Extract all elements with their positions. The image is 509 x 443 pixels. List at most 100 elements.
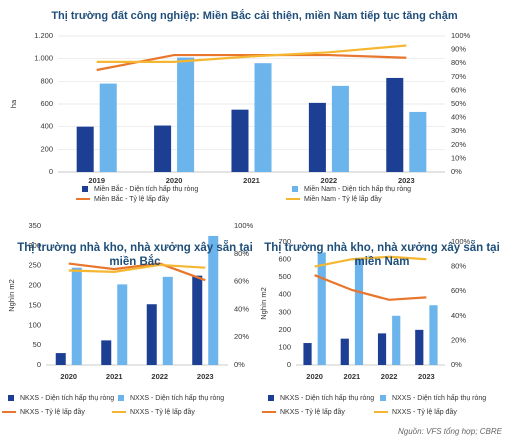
bar <box>117 284 128 365</box>
legend-label: NKXS - Diện tích hấp thụ ròng <box>20 393 114 402</box>
legend-label: NXXS - Diện tích hấp thụ ròng <box>130 393 224 402</box>
y-tick-label: 0 <box>287 360 291 369</box>
x-tick-label: 2021 <box>106 372 123 381</box>
y-axis-title: Nghìn m2 <box>259 287 268 320</box>
y2-tick-label: 60% <box>451 286 466 295</box>
legend-label: Miền Nam - Tỷ lệ lấp đầy <box>304 194 382 203</box>
bar <box>101 340 112 365</box>
y2-tick-label: 80% <box>234 249 249 258</box>
legend-label: NKXS - Diện tích hấp thụ ròng <box>280 393 374 402</box>
y2-tick-label: 40% <box>234 304 249 313</box>
y-tick-label: 200 <box>28 281 41 290</box>
y-tick-label: 300 <box>28 241 41 250</box>
line <box>96 53 407 72</box>
bar <box>99 83 117 172</box>
bar <box>76 126 94 172</box>
bar <box>55 353 66 365</box>
y2-tick-label: 40% <box>451 113 466 122</box>
chart-title: Thị trường đất công nghiệp: Miền Bắc cải… <box>51 10 458 22</box>
bar <box>71 267 82 365</box>
legend-swatch <box>380 395 386 401</box>
y-tick-label: 400 <box>40 122 53 131</box>
y2-tick-label: 60% <box>234 277 249 286</box>
line <box>68 262 206 282</box>
y2-tick-label: 0% <box>234 360 245 369</box>
legend-label: NXXS - Tỷ lệ lấp đầy <box>392 407 457 416</box>
x-tick-label: 2019 <box>88 176 105 185</box>
y-tick-label: 50 <box>33 340 41 349</box>
y2-tick-label: 90% <box>451 45 466 54</box>
y2-tick-label: 50% <box>451 99 466 108</box>
y-tick-label: 200 <box>278 325 291 334</box>
bar <box>162 276 173 365</box>
x-tick-label: 2023 <box>418 372 435 381</box>
y2-tick-label: 70% <box>451 72 466 81</box>
x-tick-label: 2023 <box>398 176 415 185</box>
y-axis-title: Nghìn m2 <box>7 279 16 312</box>
line <box>96 44 407 63</box>
y-tick-label: 250 <box>28 261 41 270</box>
x-tick-label: 2020 <box>60 372 77 381</box>
x-tick-label: 2021 <box>344 372 361 381</box>
y2-tick-label: 100% <box>451 31 471 40</box>
y2-tick-label: 40% <box>451 311 466 320</box>
y-tick-label: 500 <box>278 272 291 281</box>
y-tick-label: 1.000 <box>34 54 53 63</box>
chart-title: Thị trường nhà kho, nhà xưởng xây sẵn tạ… <box>264 242 500 268</box>
legend-label: Miền Nam - Diện tích hấp thụ ròng <box>304 184 411 193</box>
bar <box>392 315 401 365</box>
bar <box>354 257 364 365</box>
y2-tick-label: 20% <box>451 140 466 149</box>
bar <box>340 338 349 365</box>
legend-label: NKXS - Tỷ lệ lấp đầy <box>20 407 85 416</box>
bar <box>377 333 387 365</box>
bar <box>409 111 427 172</box>
y-tick-label: 600 <box>40 99 53 108</box>
y2-tick-label: 20% <box>234 332 249 341</box>
legend-swatch <box>118 395 124 401</box>
bar <box>415 329 424 365</box>
bar <box>303 343 312 365</box>
bar <box>254 63 272 173</box>
bar <box>331 85 349 172</box>
bar <box>208 235 219 365</box>
y2-tick-label: 60% <box>451 85 466 94</box>
chart-title: Thị trường nhà kho, nhà xưởng xây sẵn tạ… <box>17 242 253 268</box>
legend-label: NXXS - Tỷ lệ lấp đầy <box>130 407 195 416</box>
x-tick-label: 2020 <box>306 372 323 381</box>
x-tick-label: 2023 <box>197 372 214 381</box>
y-tick-label: 100 <box>278 342 291 351</box>
y-tick-label: 600 <box>278 255 291 264</box>
legend-swatch <box>268 395 274 401</box>
bar <box>317 252 326 365</box>
bar <box>429 305 438 365</box>
bar <box>177 57 195 172</box>
x-tick-label: 2022 <box>381 372 398 381</box>
y2-tick-label: 100% <box>451 237 471 246</box>
y-tick-label: 300 <box>278 307 291 316</box>
y-tick-label: 100 <box>28 320 41 329</box>
y-tick-label: 400 <box>278 290 291 299</box>
bar <box>146 304 157 365</box>
bar <box>154 125 172 172</box>
y2-tick-label: 80% <box>451 262 466 271</box>
legend-swatch <box>292 186 298 192</box>
y2-tick-label: 10% <box>451 153 466 162</box>
y2-tick-label: 80% <box>451 58 466 67</box>
y-tick-label: 350 <box>28 221 41 230</box>
bar <box>386 77 404 172</box>
y-tick-label: 200 <box>40 144 53 153</box>
x-tick-label: 2021 <box>243 176 260 185</box>
line <box>314 274 427 301</box>
y2-tick-label: 20% <box>451 335 466 344</box>
line <box>314 255 427 268</box>
y-tick-label: 0 <box>49 167 53 176</box>
y2-tick-label: 0% <box>451 360 462 369</box>
y2-tick-label: 100% <box>234 221 254 230</box>
legend-swatch <box>82 186 88 192</box>
y-tick-label: 1.200 <box>34 31 53 40</box>
y-tick-label: 800 <box>40 76 53 85</box>
y2-tick-label: 30% <box>451 126 466 135</box>
